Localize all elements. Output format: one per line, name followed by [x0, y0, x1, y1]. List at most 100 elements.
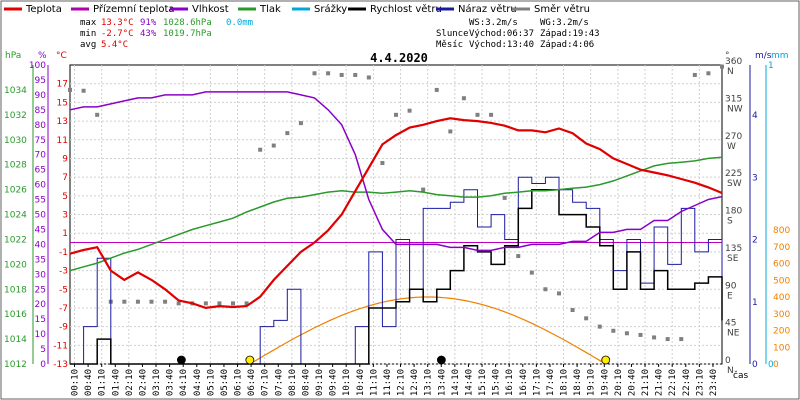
direction-compass-label: SE [727, 254, 739, 264]
pressure-tick-label: 1032 [4, 111, 27, 121]
wind-direction-point [434, 87, 439, 92]
legend-item-prizemni-teplota: Přízemní teplota [71, 3, 175, 15]
x-tick-label: 05:10 [206, 369, 216, 396]
unit-pressure: hPa [5, 51, 21, 61]
x-tick-label: 18:10 [560, 369, 570, 396]
sun-elevation-line [249, 296, 607, 365]
wind-tick-label: 2 [752, 236, 758, 246]
x-tick-label: 12:40 [410, 369, 420, 396]
legend-label-vlhkost: Vlhkost [192, 4, 229, 15]
wind-direction-point [557, 291, 561, 296]
sun-tick-label: 500 [773, 276, 790, 286]
info-sun-label: Slunce [436, 29, 469, 39]
temp-tick-label: -7 [59, 304, 68, 314]
humidity-tick-label: 35 [35, 255, 46, 265]
x-tick-label: 08:40 [301, 369, 311, 396]
wind-direction-point [244, 301, 249, 306]
direction-tick-label: 135 [725, 244, 742, 254]
x-tick-label: 07:40 [274, 369, 284, 396]
temp-tick-label: -11 [53, 341, 68, 351]
legend-item-tlak: Tlak [238, 4, 281, 15]
wind-direction-point [285, 131, 290, 136]
stats-max-temp: 13.3°C [101, 18, 134, 28]
sun-tick-label: 300 [773, 310, 790, 320]
humidity-tick-label: 100 [29, 61, 46, 71]
unit-humidity: % [38, 51, 47, 61]
wind-direction-point [421, 187, 426, 192]
series-layer [68, 64, 724, 365]
x-tick-label: 13:10 [424, 369, 434, 396]
wind-direction-point [461, 96, 466, 101]
wind-tick-label: 1 [752, 298, 758, 308]
wind-direction-point [706, 71, 711, 76]
info-sun-set: Západ:19:43 [540, 29, 600, 39]
legend-item-srazky: Srážky [292, 3, 347, 15]
wind-direction-point [203, 301, 208, 306]
wind-direction-point [529, 270, 534, 275]
pressure-tick-label: 1028 [4, 161, 27, 171]
legend-label-rychlost: Rychlost větru [370, 3, 442, 15]
x-tick-label: 15:40 [492, 369, 502, 396]
wind-tick-label: 3 [752, 173, 758, 183]
wind-direction-point [516, 254, 521, 259]
wind-direction-point [149, 299, 154, 304]
wind-direction-point [597, 324, 602, 329]
wind-tick-label: 0 [752, 360, 758, 370]
humidity-tick-label: 15 [35, 315, 46, 325]
wind-tick-label: 4 [752, 111, 758, 121]
legend-item-teplota: Teplota [4, 4, 62, 15]
legend-label-prizemni: Přízemní teplota [93, 3, 175, 15]
x-tick-label: 21:40 [655, 369, 665, 396]
wind-direction-point [692, 72, 697, 77]
x-tick-label: 18:40 [573, 369, 583, 396]
x-tick-label: 03:10 [152, 369, 162, 396]
pressure-tick-label: 1026 [4, 186, 27, 196]
x-tick-label: 09:10 [315, 369, 325, 396]
legend-item-vlhkost: Vlhkost [170, 4, 229, 15]
x-tick-label: 07:10 [261, 369, 271, 396]
temp-tick-label: 17 [57, 80, 68, 90]
sun-tick-label: 600 [773, 260, 790, 270]
direction-tick-label: 180 [725, 207, 742, 217]
info-ws: WS:3.2m/s [469, 18, 518, 28]
temp-tick-label: 11 [57, 136, 68, 146]
wind-direction-point [68, 87, 72, 92]
wind-direction-point [448, 129, 453, 134]
x-tick-label: 17:40 [546, 369, 556, 396]
sun-tick-label: 200 [773, 327, 790, 337]
wind-direction-point [679, 337, 684, 342]
temperature-line [69, 117, 723, 310]
humidity-tick-label: 10 [35, 330, 47, 340]
wind-direction-point [407, 108, 412, 113]
temp-tick-label: -1 [59, 248, 68, 258]
sun-tick-label: 400 [773, 293, 790, 303]
legend-item-rychlost: Rychlost větru [348, 3, 442, 15]
stats-max-rain: 0.0mm [226, 18, 253, 28]
direction-compass-label: NW [727, 104, 743, 114]
wind-direction-point [475, 112, 480, 117]
pressure-tick-label: 1012 [4, 360, 27, 370]
legend-item-smer: Směr větru [512, 3, 590, 15]
x-tick-label: 05:40 [220, 369, 230, 396]
temp-tick-label: 5 [62, 192, 68, 202]
x-tick-label: 12:10 [397, 369, 407, 396]
info-wg: WG:3.2m/s [540, 18, 589, 28]
info-moon-rise: Východ:13:40 [469, 40, 534, 50]
wind-direction-point [122, 299, 127, 304]
wind-direction-point [720, 64, 724, 69]
pressure-tick-label: 1022 [4, 235, 27, 245]
x-tick-label: 10:10 [342, 369, 352, 396]
stats-max-press: 1028.6hPa [163, 18, 212, 28]
legend-label-naraz: Náraz větru [458, 3, 517, 15]
info-moon-set: Západ:4:06 [540, 40, 594, 50]
wind-direction-point [366, 75, 371, 80]
wind-direction-point [135, 299, 140, 304]
x-tick-label: 08:10 [288, 369, 298, 396]
humidity-line [69, 91, 723, 252]
x-tick-label: 09:40 [329, 369, 339, 396]
wind-direction-point [271, 143, 276, 148]
